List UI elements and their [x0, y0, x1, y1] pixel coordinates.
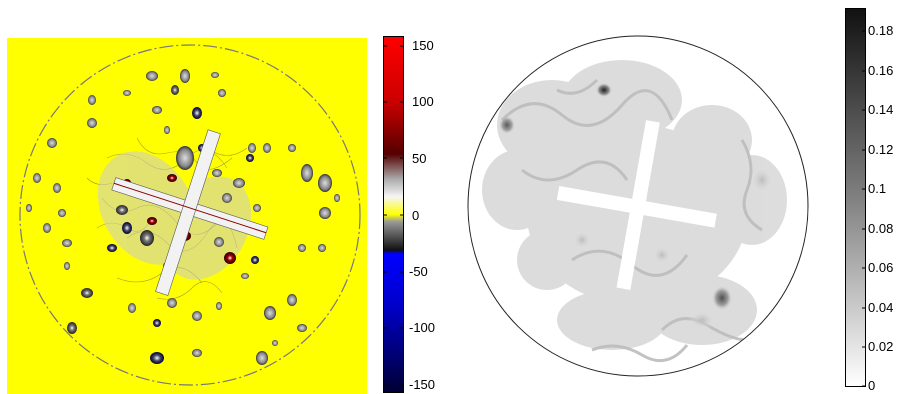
vorticity-colorbar: [383, 36, 404, 393]
colorbar-tick-label: 0: [412, 208, 420, 223]
colorbar-tick-label: 0.02: [868, 339, 894, 354]
colorbar-tick-label: 0.04: [868, 300, 894, 315]
colorbar-tick-label: 0.06: [868, 260, 894, 275]
colorbar-tick-label: -150: [409, 377, 436, 392]
colorbar-tick-label: -100: [409, 320, 436, 335]
impeller-cross: [556, 120, 717, 290]
vorticity-plot: [7, 38, 367, 394]
colorbar-tick-label: 50: [412, 151, 427, 166]
colorbar-tick-label: 0: [868, 378, 876, 393]
tank-boundary: [467, 35, 809, 377]
tank-boundary: [19, 44, 361, 386]
colorbar-tick-label: 150: [412, 38, 434, 53]
colorbar-tick-label: 0.18: [868, 23, 894, 38]
colorbar-tick-label: 0.12: [868, 142, 894, 157]
vortex-field: [26, 69, 340, 365]
colorbar-tick-label: -50: [409, 264, 428, 279]
colorbar-tick-label: 0.16: [868, 63, 894, 78]
impeller-cross: [111, 129, 269, 296]
concentration-field: [482, 60, 787, 363]
concentration-plot: [467, 35, 809, 377]
colorbar-tick-label: 0.14: [868, 102, 894, 117]
concentration-colorbar: [845, 8, 866, 387]
colorbar-tick-label: 0.1: [868, 181, 887, 196]
colorbar-tick-label: 0.08: [868, 221, 894, 236]
colorbar-tick-label: 100: [412, 94, 434, 109]
